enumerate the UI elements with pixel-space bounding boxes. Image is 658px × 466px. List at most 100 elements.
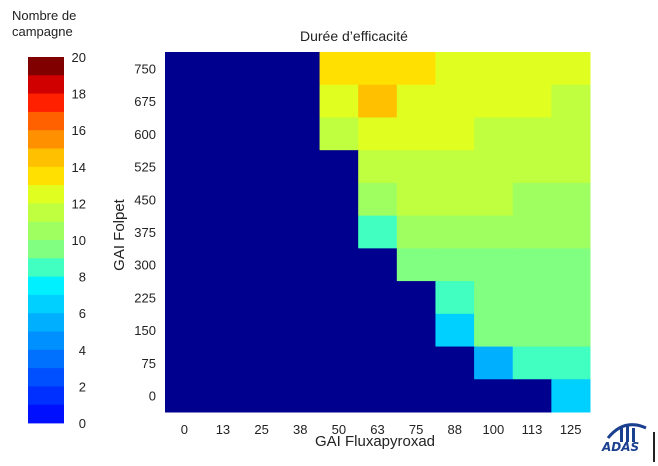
heatmap-cell	[396, 379, 436, 413]
heatmap-cell	[165, 379, 205, 413]
heatmap-cell	[319, 248, 359, 282]
heatmap-cell	[203, 215, 243, 249]
colorbar-segment	[28, 368, 64, 387]
heatmap-cell	[280, 117, 321, 151]
heatmap-cell	[358, 150, 398, 184]
colorbar-segment	[28, 57, 64, 76]
heatmap-cell	[242, 52, 282, 86]
x-axis-ticks: 0 13 25 38 50 63 75 88 100 113 125	[181, 422, 582, 437]
y-tick-label: 225	[134, 290, 156, 305]
colorbar-segment	[28, 294, 64, 314]
heatmap-cell	[165, 346, 205, 380]
heatmap-cell	[203, 52, 243, 86]
heatmap-cell	[165, 215, 205, 249]
heatmap-cell	[358, 117, 398, 151]
colorbar-segment	[28, 111, 64, 131]
heatmap-cell	[358, 379, 398, 413]
y-tick-label: 450	[134, 192, 156, 207]
heatmap-cell	[512, 150, 552, 184]
heatmap-cell	[319, 379, 359, 413]
y-tick-label: 675	[134, 94, 156, 109]
colorbar-tick-label: 16	[72, 123, 86, 138]
heatmap-cell	[165, 182, 205, 217]
heatmap-cell	[512, 313, 552, 348]
heatmap-cell	[396, 117, 436, 151]
heatmap-cell	[242, 379, 282, 413]
heatmap-cell	[242, 84, 282, 118]
heatmap-cell	[165, 281, 205, 315]
x-tick-label: 13	[216, 422, 230, 437]
heatmap-cell	[435, 215, 475, 249]
colorbar-segment	[28, 276, 64, 296]
heatmap-cell	[319, 182, 359, 217]
heatmap-cell	[203, 117, 243, 151]
heatmap-cell	[242, 182, 282, 217]
heatmap-cell	[551, 150, 591, 184]
heatmap-cell	[474, 346, 514, 380]
heatmap-cell	[242, 346, 282, 380]
colorbar-segment	[28, 166, 64, 186]
heatmap-cell	[512, 248, 552, 282]
heatmap-cell	[358, 215, 398, 249]
heatmap-cell	[242, 248, 282, 282]
heatmap-cell	[435, 150, 475, 184]
x-tick-label: 88	[448, 422, 462, 437]
x-tick-label: 100	[483, 422, 505, 437]
colorbar-tick-label: 14	[72, 160, 86, 175]
heatmap-cell	[319, 117, 359, 151]
heatmap-cell	[435, 313, 475, 348]
x-axis-label: GAI Fluxapyroxad	[315, 433, 435, 450]
heatmap-cell	[551, 346, 591, 380]
colorbar-segment	[28, 185, 64, 204]
x-tick-label: 113	[522, 422, 543, 437]
heatmap-cell	[319, 150, 359, 184]
heatmap-cell	[474, 215, 514, 249]
x-tick-label: 125	[560, 422, 582, 437]
heatmap-cell	[203, 379, 243, 413]
colorbar-segment	[28, 331, 64, 351]
heatmap-cell	[474, 84, 514, 118]
heatmap-cell	[435, 52, 475, 86]
heatmap-cell	[203, 281, 243, 315]
colorbar-segment	[28, 93, 64, 113]
heatmap-cell	[474, 379, 514, 413]
heatmap-cell	[358, 84, 398, 118]
y-tick-label: 525	[134, 160, 156, 175]
colorbar-segment	[28, 349, 64, 369]
colorbar-segment	[28, 75, 64, 94]
colorbar-title-line2: campagne	[12, 24, 73, 39]
heatmap-cell	[435, 346, 475, 380]
colorbar-segment	[28, 313, 64, 332]
heatmap-cell	[358, 313, 398, 348]
heatmap-cell	[280, 182, 321, 217]
heatmap-cell	[280, 313, 321, 348]
y-tick-label: 600	[134, 127, 156, 142]
heatmap-cell	[358, 281, 398, 315]
heatmap-cell	[474, 117, 514, 151]
x-tick-label: 63	[370, 422, 384, 437]
heatmap-cell	[165, 52, 205, 86]
heatmap-cell	[551, 313, 591, 348]
heatmap-cell	[165, 313, 205, 348]
heatmap-cell	[551, 84, 591, 118]
colorbar-tick-label: 2	[79, 379, 86, 394]
heatmap-cell	[396, 346, 436, 380]
colorbar-title: Nombre de campagne	[12, 8, 76, 40]
heatmap-cell	[280, 346, 321, 380]
heatmap-cell	[551, 52, 591, 86]
colorbar-segment	[28, 404, 64, 424]
heatmap-cell	[203, 248, 243, 282]
heatmap-cell	[203, 182, 243, 217]
heatmap-cell	[474, 281, 514, 315]
y-tick-label: 0	[149, 389, 156, 404]
colorbar-tick-label: 12	[72, 196, 86, 211]
heatmap-cell	[203, 346, 243, 380]
colorbar-tick-label: 6	[79, 306, 86, 321]
heatmap-cell	[165, 248, 205, 282]
heatmap-cell	[242, 313, 282, 348]
heatmap-cell	[280, 281, 321, 315]
heatmap-cell	[512, 379, 552, 413]
heatmap-cell	[396, 215, 436, 249]
